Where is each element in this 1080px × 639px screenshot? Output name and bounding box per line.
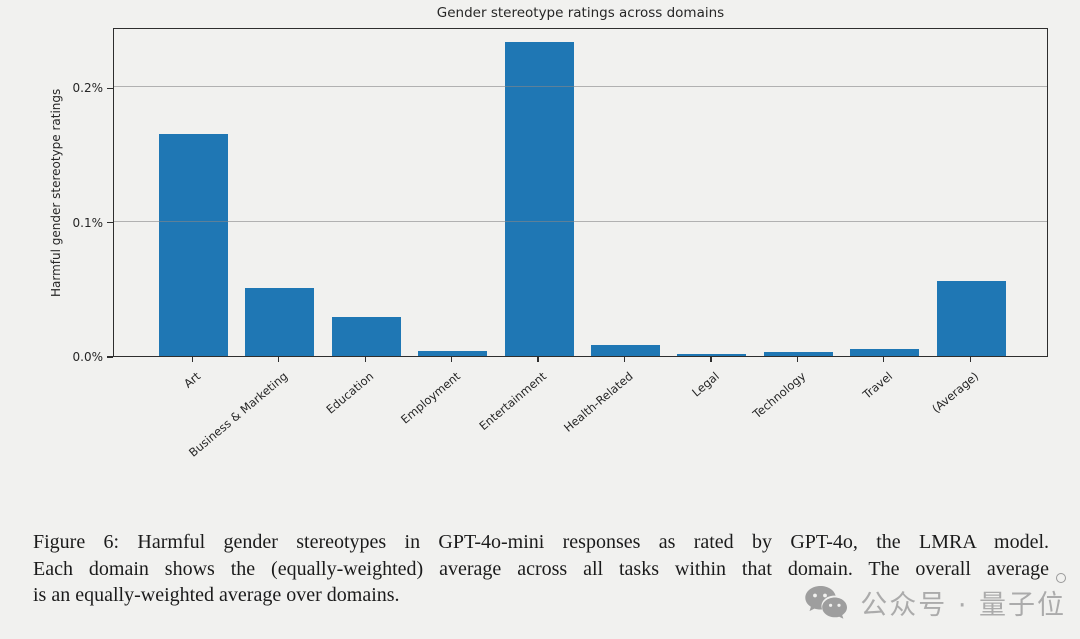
x-tick-mark xyxy=(883,357,885,362)
x-tick-mark xyxy=(191,357,193,362)
figure-caption: Figure 6: Harmful gender stereotypes in … xyxy=(33,529,1049,609)
x-tick-mark xyxy=(537,357,539,362)
caption-line: is an equally-weighted average over doma… xyxy=(33,584,400,606)
registered-mark xyxy=(1056,573,1066,583)
bar-employment xyxy=(418,350,488,356)
bar-travel xyxy=(850,349,920,356)
gridline xyxy=(114,86,1047,88)
gridline xyxy=(114,220,1047,222)
x-tick-mark xyxy=(623,357,626,362)
x-tick-label: (Average) xyxy=(752,365,981,416)
y-tick-label: 0.0% xyxy=(72,350,104,364)
x-tick-label-text: (Average) xyxy=(929,369,982,416)
y-tick-label: 0.1% xyxy=(72,215,104,230)
bar-entertainment xyxy=(504,41,574,356)
bar-average xyxy=(936,280,1006,356)
y-tick-mark xyxy=(107,87,113,90)
x-tick-mark xyxy=(451,357,453,362)
plot-area xyxy=(113,28,1048,357)
caption-line: Each domain shows the (equally-weighted)… xyxy=(33,557,1049,580)
bar-education xyxy=(331,317,401,356)
x-tick-mark xyxy=(710,357,712,362)
caption-line: Figure 6: Harmful gender stereotypes in … xyxy=(33,531,1049,553)
y-tick-label: 0.2% xyxy=(72,81,104,96)
bar-technology xyxy=(763,351,833,356)
chart-title: Gender stereotype ratings across domains xyxy=(436,5,725,21)
watermark: 公众号 · 量子位 xyxy=(804,573,1066,622)
y-tick-mark xyxy=(107,222,113,224)
bar-health-related xyxy=(591,345,660,356)
bar-business-marketing xyxy=(245,287,315,356)
y-axis-label: Harmful gender stereotype ratings xyxy=(49,88,63,297)
x-tick-mark xyxy=(364,357,366,362)
x-tick-mark xyxy=(796,357,798,362)
watermark-text: 公众号 · 量子位 xyxy=(860,590,1066,621)
wechat-icon xyxy=(805,585,848,619)
bar-art xyxy=(158,134,228,356)
bar-chart: Gender stereotype ratings across domains… xyxy=(49,5,1048,460)
x-tick-mark xyxy=(278,357,280,362)
bar-legal xyxy=(677,354,747,356)
y-tick-mark xyxy=(107,356,113,358)
x-tick-mark xyxy=(969,357,971,362)
